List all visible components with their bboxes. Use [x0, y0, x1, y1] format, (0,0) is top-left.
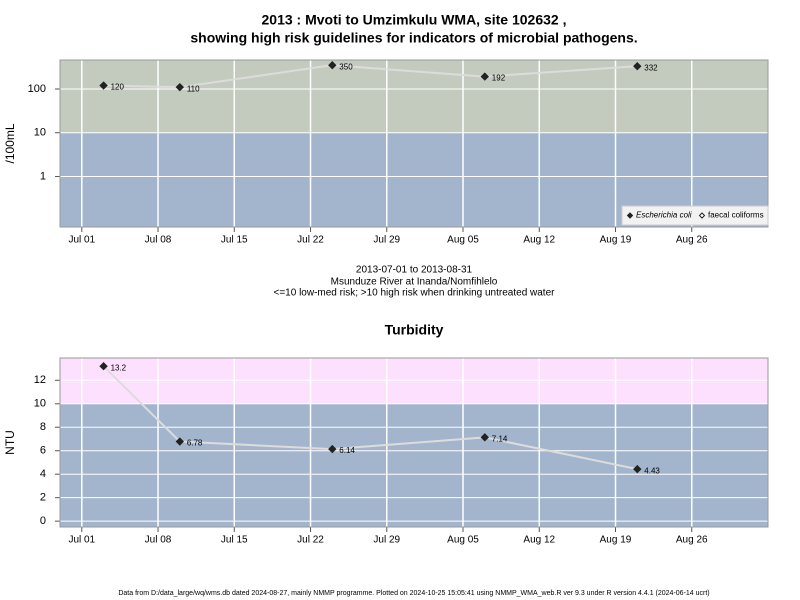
data-point — [480, 72, 490, 81]
x-tick-label: Aug 19 — [600, 535, 632, 546]
x-tick-label: Aug 26 — [676, 235, 708, 246]
y-axis-label: NTU — [3, 430, 17, 455]
x-tick-label: Aug 12 — [523, 235, 555, 246]
band-low — [60, 403, 768, 527]
caption: <=10 low-med risk; >10 high risk when dr… — [274, 288, 556, 299]
data-point — [175, 437, 185, 446]
x-tick-label: Jul 22 — [297, 235, 324, 246]
legend-label: Escherichia coli — [636, 211, 692, 220]
data-label: 120 — [111, 83, 125, 92]
footer: Data from D:/data_large/wq/wms.db dated … — [118, 590, 709, 597]
data-point — [633, 464, 642, 474]
x-tick-label: Jul 29 — [373, 535, 400, 546]
plot-frame — [59, 357, 769, 528]
x-tick-label: Jul 01 — [68, 535, 95, 546]
x-tick-label: Aug 26 — [676, 535, 708, 546]
y-tick-label: 0 — [40, 515, 46, 527]
legend-marker — [626, 212, 634, 219]
legend-marker — [698, 212, 706, 219]
x-tick-label: Jul 08 — [145, 535, 172, 546]
data-label: 7.14 — [492, 434, 508, 443]
y-tick-label: 6 — [40, 445, 46, 457]
y-tick-label: 2 — [40, 492, 46, 504]
data-point — [175, 82, 185, 92]
data-label: 4.43 — [644, 466, 660, 475]
data-point — [328, 444, 337, 454]
caption: 2013-07-01 to 2013-08-31 — [356, 265, 473, 276]
data-label: 192 — [492, 74, 506, 83]
x-tick-label: Jul 01 — [68, 235, 95, 246]
x-tick-label: Jul 29 — [373, 235, 400, 246]
data-label: 332 — [644, 63, 658, 72]
x-tick-label: Aug 19 — [600, 235, 632, 246]
y-tick-label: 12 — [34, 374, 46, 386]
y-axis-label: /100mL — [3, 123, 17, 163]
legend-label: faecal coliforms — [708, 211, 764, 220]
data-point — [99, 81, 108, 90]
x-tick-label: Jul 22 — [297, 535, 324, 546]
chart-title: showing high risk guidelines for indicat… — [190, 30, 637, 46]
y-tick-label: 1 — [40, 170, 46, 182]
plot-frame — [59, 59, 769, 228]
data-label: 110 — [187, 84, 200, 93]
band-high — [60, 358, 768, 404]
y-tick-label: 100 — [28, 83, 46, 95]
data-point — [633, 61, 642, 71]
x-tick-label: Aug 12 — [523, 535, 555, 546]
chart-title: 2013 : Mvoti to Umzimkulu WMA, site 1026… — [262, 12, 567, 28]
x-tick-label: Aug 05 — [447, 235, 479, 246]
data-point — [99, 362, 108, 371]
data-label: 350 — [339, 62, 353, 71]
data-label: 6.78 — [187, 439, 203, 448]
y-tick-label: 8 — [40, 421, 46, 433]
y-tick-label: 10 — [34, 398, 46, 410]
data-point — [480, 433, 490, 442]
caption: Msunduze River at Inanda/Nomfihlelo — [331, 277, 498, 288]
chart-title: Turbidity — [385, 322, 444, 338]
legend-box — [621, 205, 769, 226]
data-label: 6.14 — [339, 446, 355, 455]
x-tick-label: Jul 08 — [145, 235, 172, 246]
data-label: 13.2 — [111, 363, 127, 372]
y-tick-label: 10 — [34, 127, 46, 139]
y-tick-label: 4 — [40, 468, 46, 480]
x-tick-label: Aug 05 — [447, 535, 479, 546]
x-tick-label: Jul 15 — [221, 235, 248, 246]
x-tick-label: Jul 15 — [221, 535, 248, 546]
data-point — [328, 60, 337, 70]
